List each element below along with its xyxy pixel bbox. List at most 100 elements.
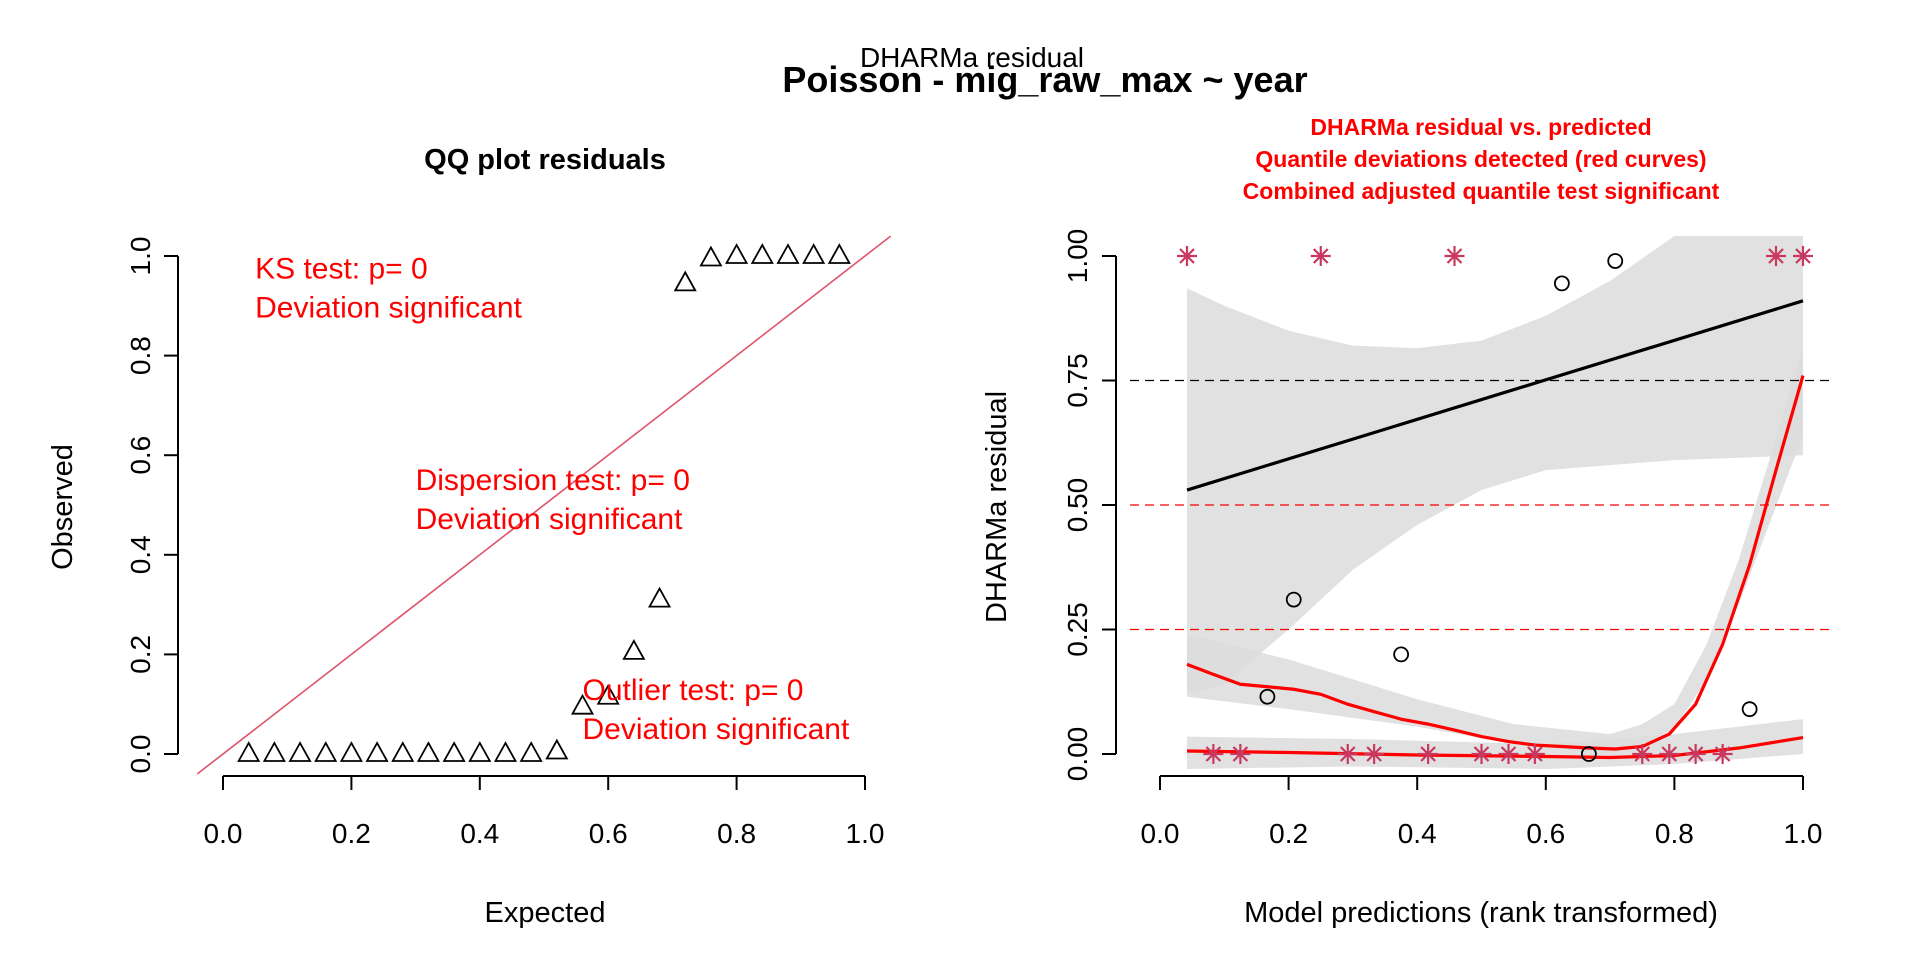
residual-outlier-star xyxy=(1337,744,1358,764)
residual-outlier-star xyxy=(1418,744,1439,764)
residual-y-tick-label: 1.00 xyxy=(1062,229,1093,284)
residual-x-tick-label: 0.6 xyxy=(1526,818,1565,849)
outlier-star-stroke xyxy=(1687,746,1704,762)
qq-point xyxy=(288,741,312,762)
qq-test-verdict-text: Deviation significant xyxy=(416,503,683,536)
qq-point xyxy=(545,738,569,760)
outlier-star-stroke xyxy=(1795,248,1811,264)
residual-x-axis-label: Model predictions (rank transformed) xyxy=(1244,897,1718,929)
qq-axes: 0.0 0.2 0.4 0.6 0.8 1.0 0.0 0.2 0.4 0.6 0.8 1.0 xyxy=(125,237,884,849)
qq-point xyxy=(416,741,440,762)
qq-x-tick-label: 0.2 xyxy=(332,818,371,849)
residual-outlier-star xyxy=(1364,744,1385,764)
residual-y-axis-label: DHARMa residual xyxy=(981,391,1013,623)
outlier-star-stroke xyxy=(1768,248,1784,264)
residual-outlier-star xyxy=(1712,744,1733,764)
residual-outlier-star xyxy=(1444,246,1465,266)
outlier-star-stroke xyxy=(1420,746,1436,762)
qq-point xyxy=(365,741,389,762)
outlier-star-stroke xyxy=(1714,746,1731,762)
qq-x-tick-label: 1.0 xyxy=(846,818,885,849)
residual-x-tick-label: 0.4 xyxy=(1398,818,1437,849)
residual-plot-title-line-2: Quantile deviations detected (red curves… xyxy=(1255,146,1706,172)
figure-main-title: Poisson - mig_raw_max ~ year xyxy=(782,59,1307,100)
residual-outlier-star xyxy=(1793,246,1813,266)
qq-y-tick-label: 0.6 xyxy=(125,436,156,475)
outlier-star-stroke xyxy=(1473,746,1490,762)
qq-point xyxy=(339,741,363,762)
qq-test-verdict-text: Deviation significant xyxy=(583,713,850,746)
qq-y-tick-label: 0.2 xyxy=(125,635,156,674)
qq-point xyxy=(391,741,415,762)
qq-point xyxy=(493,741,518,762)
outlier-star-stroke xyxy=(1366,746,1382,762)
qq-x-axis-label: Expected xyxy=(485,897,606,929)
qq-point xyxy=(442,741,466,762)
residual-point xyxy=(1580,746,1597,762)
residual-x-tick-label: 1.0 xyxy=(1784,818,1823,849)
qq-y-tick-label: 0.8 xyxy=(125,336,156,375)
residual-y-tick-label: 0.00 xyxy=(1062,727,1093,782)
qq-point xyxy=(802,243,826,264)
outlier-star-stroke xyxy=(1527,746,1543,762)
residual-y-tick-label: 0.75 xyxy=(1062,353,1093,408)
qq-y-tick-label: 0.4 xyxy=(125,535,156,574)
residual-outlier-star xyxy=(1498,744,1519,764)
qq-reference-line xyxy=(196,235,892,775)
qq-point xyxy=(519,741,543,762)
figure-supertitle: DHARMa residual xyxy=(860,42,1084,73)
qq-test-annotations: KS test: p= 0 Deviation significant Disper… xyxy=(255,252,850,746)
outlier-star-stroke xyxy=(1179,248,1195,264)
qq-reference-line-group xyxy=(196,235,892,775)
residual-outlier-star xyxy=(1524,744,1545,764)
qq-point xyxy=(673,270,697,292)
qq-point xyxy=(750,243,774,264)
qq-point xyxy=(237,741,261,762)
residual-outlier-star xyxy=(1203,744,1224,764)
residual-outlier-star xyxy=(1230,744,1251,764)
qq-test-result-text: Dispersion test: p= 0 xyxy=(416,464,690,497)
residual-outlier-star xyxy=(1632,744,1653,764)
qq-point xyxy=(262,741,286,762)
residual-point xyxy=(1553,275,1570,292)
qq-test-verdict-text: Deviation significant xyxy=(255,291,522,324)
residual-y-tick-label: 0.50 xyxy=(1062,478,1093,533)
qq-point xyxy=(314,741,338,762)
residual-outlier-star xyxy=(1310,246,1331,266)
residual-point xyxy=(1741,701,1758,718)
residual-plot-title-line-3: Combined adjusted quantile test signific… xyxy=(1243,178,1720,204)
residual-x-tick-label: 0.0 xyxy=(1141,818,1180,849)
residual-outlier-star xyxy=(1471,744,1492,764)
outlier-star-stroke xyxy=(1339,746,1356,762)
qq-test-result-text: Outlier test: p= 0 xyxy=(583,674,804,707)
qq-points xyxy=(237,243,851,762)
residual-point xyxy=(1259,688,1276,705)
residual-band-0 xyxy=(1187,236,1803,695)
qq-plot-title: QQ plot residuals xyxy=(424,144,666,176)
residual-reference-lines xyxy=(1130,379,1833,631)
residual-y-tick-label: 0.25 xyxy=(1062,602,1093,657)
residual-x-tick-label: 0.2 xyxy=(1269,818,1308,849)
residual-point xyxy=(1285,591,1302,608)
qq-x-tick-label: 0.8 xyxy=(717,818,756,849)
residual-outlier-star xyxy=(1765,246,1786,266)
residual-points xyxy=(1259,253,1758,762)
qq-point xyxy=(827,243,851,264)
residual-curve-q0.25 xyxy=(1186,375,1805,751)
outlier-star-stroke xyxy=(1634,746,1651,762)
qq-point xyxy=(776,243,800,264)
qq-test-result-text: KS test: p= 0 xyxy=(255,252,428,285)
qq-y-tick-label: 0.0 xyxy=(125,735,156,774)
qq-x-tick-label: 0.0 xyxy=(204,818,243,849)
outlier-star-stroke xyxy=(1312,248,1329,264)
outlier-star-stroke xyxy=(1232,746,1249,762)
qq-point xyxy=(622,639,646,660)
outlier-star-stroke xyxy=(1205,746,1222,762)
qq-point xyxy=(468,741,492,762)
outlier-star-stroke xyxy=(1500,746,1517,762)
outlier-star-stroke xyxy=(1661,746,1678,762)
qq-x-tick-label: 0.4 xyxy=(460,818,499,849)
outlier-star-stroke xyxy=(1446,248,1463,264)
qq-x-tick-label: 0.6 xyxy=(589,818,628,849)
